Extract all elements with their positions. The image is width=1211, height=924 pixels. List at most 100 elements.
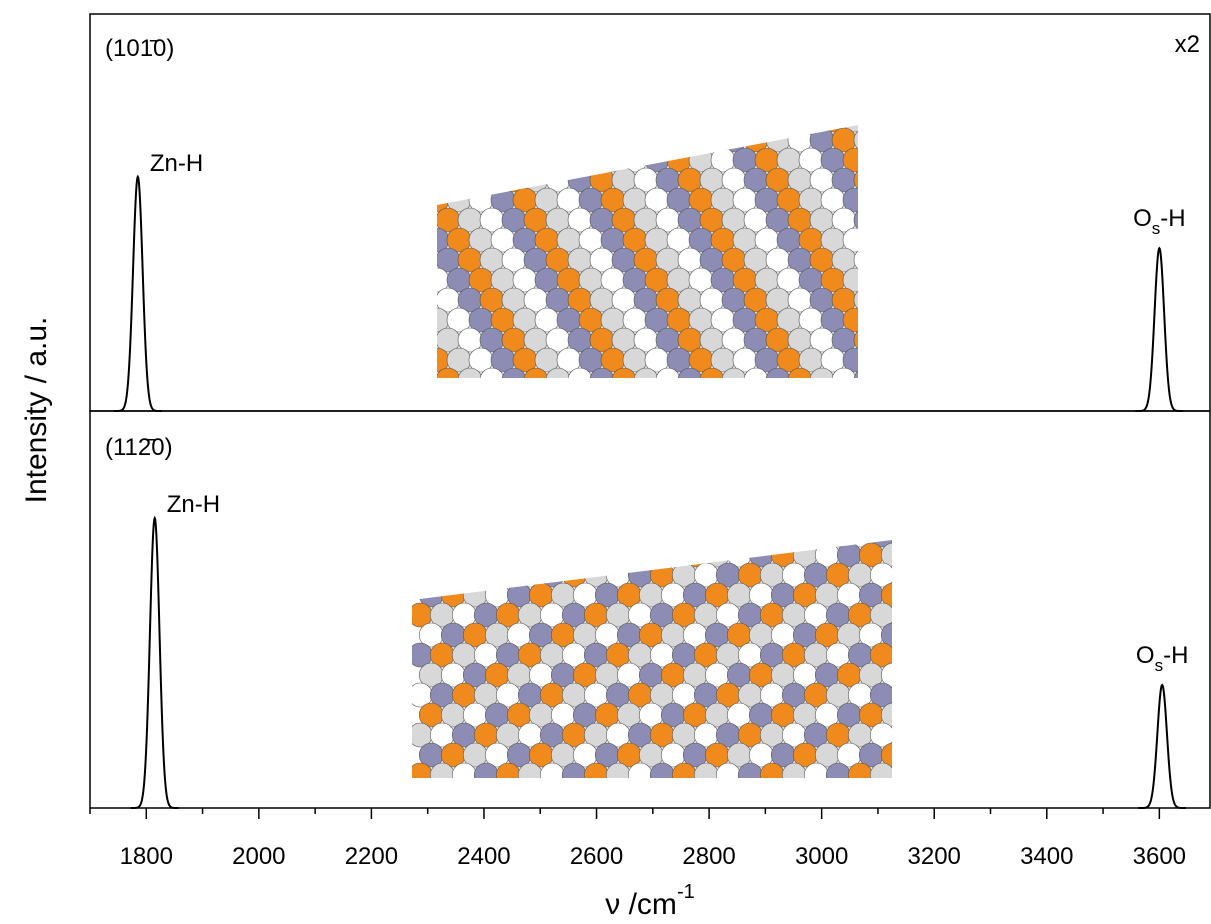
y-axis-label: Intensity / a.u. (20, 317, 53, 504)
atom (512, 125, 538, 133)
atom (842, 187, 858, 213)
atom (446, 147, 472, 173)
atom (853, 367, 858, 378)
atom (534, 125, 560, 133)
atom (556, 125, 582, 133)
atom (429, 762, 455, 778)
atom (737, 762, 763, 778)
atom (429, 562, 455, 588)
atom (627, 762, 653, 778)
atom (479, 127, 505, 153)
annotation: x2 (1175, 31, 1200, 58)
atom (765, 367, 791, 378)
atom (534, 147, 560, 173)
atom (661, 783, 685, 807)
x-axis-label-part: ν /cm (605, 888, 677, 921)
atom (412, 540, 433, 548)
atom (655, 367, 681, 378)
atom (484, 542, 510, 568)
atom (837, 783, 861, 807)
atom (677, 367, 703, 378)
atom (869, 682, 892, 708)
atom (743, 367, 769, 378)
atom (869, 562, 892, 588)
atom (881, 783, 905, 807)
x-tick-label: 2800 (682, 843, 735, 870)
atom (891, 562, 892, 588)
atom (781, 762, 807, 778)
peak-label: Zn-H (150, 150, 203, 177)
atom (605, 540, 631, 548)
atom (507, 783, 531, 807)
atom (693, 762, 719, 778)
peak-label-part: O (1136, 642, 1155, 669)
atom (853, 327, 858, 353)
atom (539, 762, 565, 778)
atom (880, 582, 892, 608)
atom (793, 783, 817, 807)
atom (578, 147, 604, 173)
panel-frame (89, 410, 1211, 809)
peak-label-part: Zn-H (167, 491, 220, 518)
inset-image (412, 540, 905, 807)
peak-label: Os-H (1133, 205, 1186, 238)
atom (682, 542, 708, 568)
atom (727, 783, 751, 807)
peak-label: Os-H (1136, 642, 1189, 675)
atom (771, 783, 795, 807)
atom (715, 540, 741, 548)
atom (595, 783, 619, 807)
x-tick-label: 2400 (457, 843, 510, 870)
atom (451, 562, 477, 588)
atom (539, 540, 565, 548)
atom (831, 367, 857, 378)
atom (490, 147, 516, 173)
atom (550, 542, 576, 568)
atom (842, 147, 858, 173)
atom (551, 783, 575, 807)
atom (649, 762, 675, 778)
atom (633, 367, 659, 378)
atom (589, 367, 615, 378)
atom (633, 127, 659, 153)
atom (437, 167, 461, 193)
atom (649, 540, 675, 548)
peak-label-part: -H (1163, 642, 1188, 669)
atom (759, 762, 785, 778)
x-axis-label: ν /cm-1 (605, 881, 694, 921)
atom (865, 148, 889, 172)
atom (600, 125, 626, 133)
atom (567, 367, 593, 378)
peak-label: Zn-H (167, 491, 220, 518)
atom (880, 662, 892, 688)
atom (412, 562, 433, 588)
atom (437, 367, 461, 378)
atom (418, 542, 444, 568)
atom (605, 762, 631, 778)
atom (803, 762, 829, 778)
atom (737, 540, 763, 548)
x-tick-label: 3200 (908, 843, 961, 870)
atom (545, 367, 571, 378)
atom (693, 540, 719, 548)
x-axis-label-part: -1 (677, 881, 695, 903)
atom (815, 783, 839, 807)
atom (556, 147, 582, 173)
atom (495, 562, 521, 588)
atom (440, 542, 466, 568)
atom (842, 347, 858, 373)
atom (419, 783, 443, 807)
atom (869, 602, 892, 628)
atom (616, 542, 642, 568)
peak-label-part: O (1133, 205, 1152, 232)
atom (869, 642, 892, 668)
peak-label-part: Zn-H (150, 150, 203, 177)
atom (880, 702, 892, 728)
atom (781, 540, 807, 548)
atom (660, 542, 686, 568)
atom (688, 125, 714, 133)
atom (865, 108, 889, 132)
atom (437, 125, 450, 133)
atom (891, 540, 892, 548)
